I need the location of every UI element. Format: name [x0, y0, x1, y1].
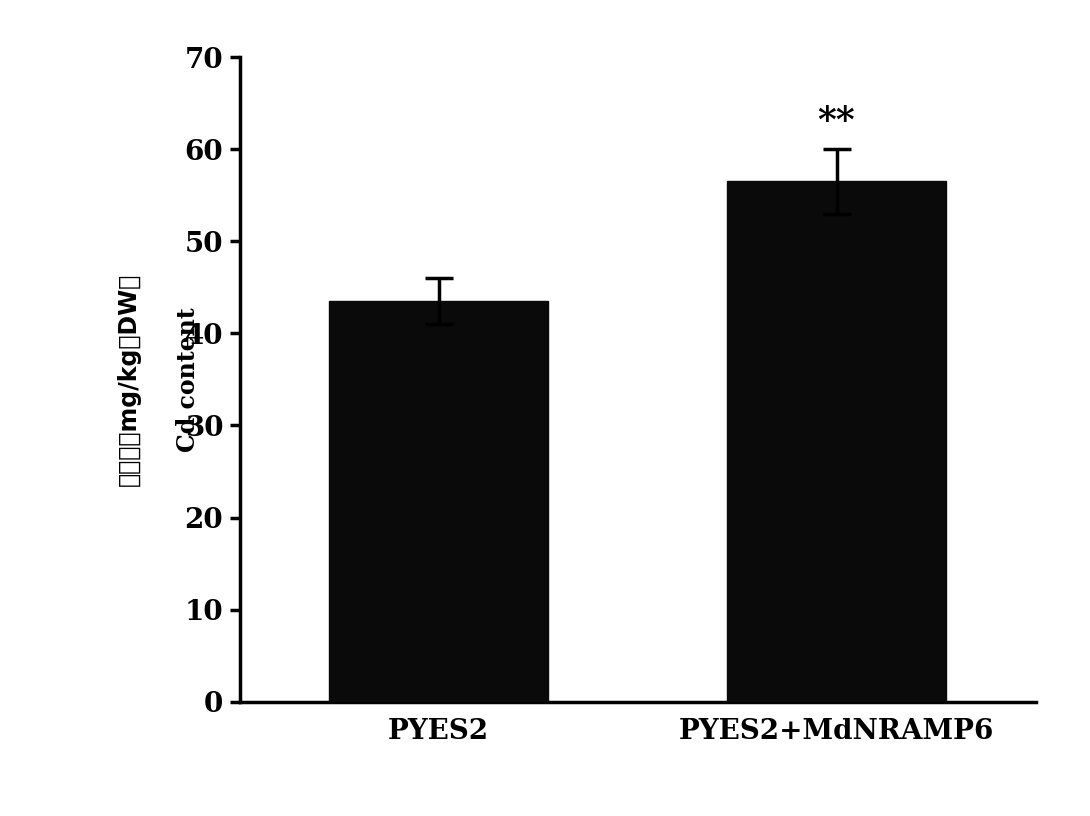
- Bar: [329, 301, 548, 702]
- Text: Cd content: Cd content: [177, 307, 201, 452]
- Text: **: **: [818, 104, 856, 138]
- Text: 纯化量／mg/kg（DW）: 纯化量／mg/kg（DW）: [117, 273, 141, 486]
- Bar: [727, 181, 946, 702]
